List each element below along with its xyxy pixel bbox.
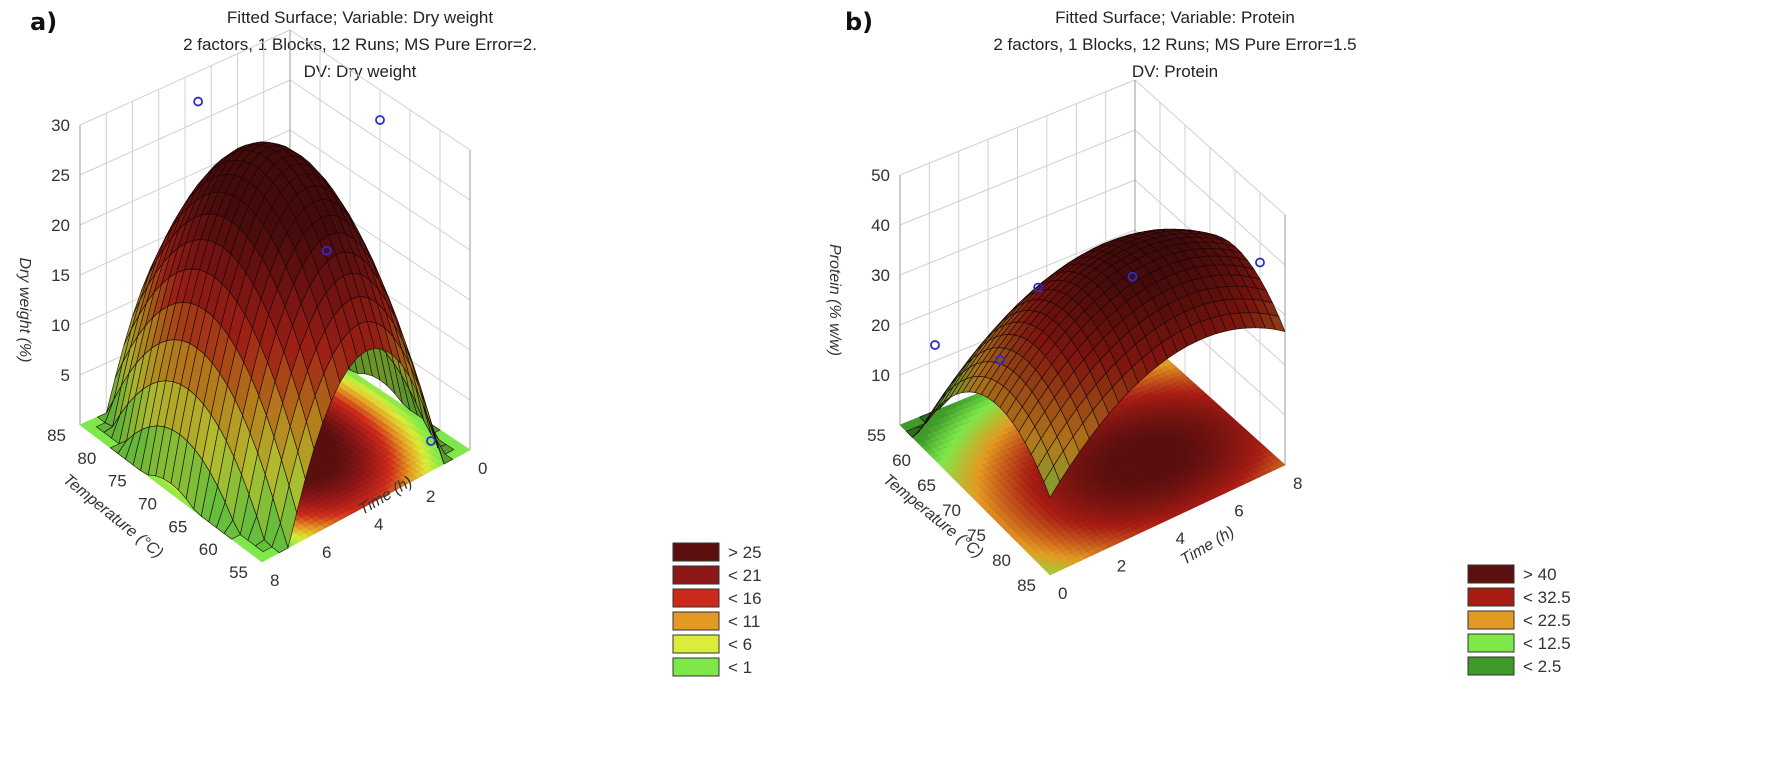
y-tick-label: 55	[229, 563, 248, 582]
legend-swatch	[673, 658, 719, 676]
z-tick-label: 50	[871, 166, 890, 185]
legend-swatch	[673, 589, 719, 607]
legend-label: > 25	[728, 543, 762, 562]
legend-label: < 16	[728, 589, 762, 608]
z-axis-label: Protein (% w/w)	[826, 244, 843, 356]
legend-label: < 22.5	[1523, 611, 1571, 630]
chart-title-line: 2 factors, 1 Blocks, 12 Runs; MS Pure Er…	[183, 35, 537, 54]
chart-title-line: DV: Dry weight	[304, 62, 417, 81]
z-tick-label: 40	[871, 216, 890, 235]
legend: > 25 < 21 < 16 < 11 < 6 < 1	[673, 543, 762, 677]
y-tick-label: 80	[77, 449, 96, 468]
legend-swatch	[1468, 657, 1514, 675]
x-tick-label: 2	[1117, 557, 1126, 576]
chart-title-line: DV: Protein	[1132, 62, 1218, 81]
legend-swatch	[1468, 588, 1514, 606]
y-tick-label: 85	[47, 426, 66, 445]
x-tick-label: 8	[1293, 474, 1302, 493]
panel-label: b)	[845, 8, 873, 36]
legend-label: < 1	[728, 658, 752, 677]
z-tick-label: 30	[51, 116, 70, 135]
y-tick-label: 80	[992, 551, 1011, 570]
legend-swatch	[673, 635, 719, 653]
x-tick-label: 0	[478, 459, 487, 478]
chart-panel-b: b) Fitted Surface; Variable: Protein 2 fac…	[826, 8, 1571, 676]
panel-label: a)	[30, 8, 57, 36]
legend-swatch	[1468, 565, 1514, 583]
z-tick-label: 5	[61, 366, 70, 385]
z-tick-label: 20	[51, 216, 70, 235]
z-tick-label: 10	[51, 316, 70, 335]
legend-label: < 11	[728, 612, 760, 631]
z-tick-label: 30	[871, 266, 890, 285]
legend-label: < 6	[728, 635, 752, 654]
y-tick-label: 85	[1017, 576, 1036, 595]
legend-swatch	[1468, 634, 1514, 652]
x-tick-label: 6	[322, 543, 331, 562]
observed-point	[194, 98, 202, 106]
z-tick-label: 10	[871, 366, 890, 385]
x-tick-label: 4	[374, 515, 383, 534]
chart-title-line: Fitted Surface; Variable: Protein	[1055, 8, 1295, 27]
x-axis-label: Time (h)	[1178, 524, 1238, 569]
legend-label: < 2.5	[1523, 657, 1561, 676]
legend-label: > 40	[1523, 565, 1557, 584]
legend-swatch	[673, 612, 719, 630]
x-tick-label: 6	[1234, 502, 1243, 521]
x-tick-label: 8	[270, 571, 279, 590]
x-tick-label: 4	[1176, 529, 1185, 548]
legend-label: < 21	[728, 566, 762, 585]
observed-point	[931, 341, 939, 349]
y-tick-label: 60	[199, 540, 218, 559]
y-tick-label: 60	[892, 451, 911, 470]
z-axis-label: Dry weight (%)	[16, 258, 33, 363]
legend-swatch	[673, 543, 719, 561]
x-tick-label: 2	[426, 487, 435, 506]
z-tick-label: 20	[871, 316, 890, 335]
chart-panel-a: a) Fitted Surface; Variable: Dry weight 2 …	[16, 8, 762, 677]
z-tick-label: 15	[51, 266, 70, 285]
legend: > 40 < 32.5 < 22.5 < 12.5 < 2.5	[1468, 565, 1571, 676]
z-tick-label: 25	[51, 166, 70, 185]
legend-label: < 32.5	[1523, 588, 1571, 607]
chart-title-line: Fitted Surface; Variable: Dry weight	[227, 8, 493, 27]
y-tick-label: 55	[867, 426, 886, 445]
y-tick-label: 65	[168, 517, 187, 536]
legend-swatch	[1468, 611, 1514, 629]
legend-label: < 12.5	[1523, 634, 1571, 653]
chart-title-line: 2 factors, 1 Blocks, 12 Runs; MS Pure Er…	[993, 35, 1356, 54]
x-tick-label: 0	[1058, 584, 1067, 603]
y-tick-label: 75	[108, 472, 127, 491]
y-tick-label: 70	[138, 495, 157, 514]
legend-swatch	[673, 566, 719, 584]
y-tick-label: 65	[917, 476, 936, 495]
